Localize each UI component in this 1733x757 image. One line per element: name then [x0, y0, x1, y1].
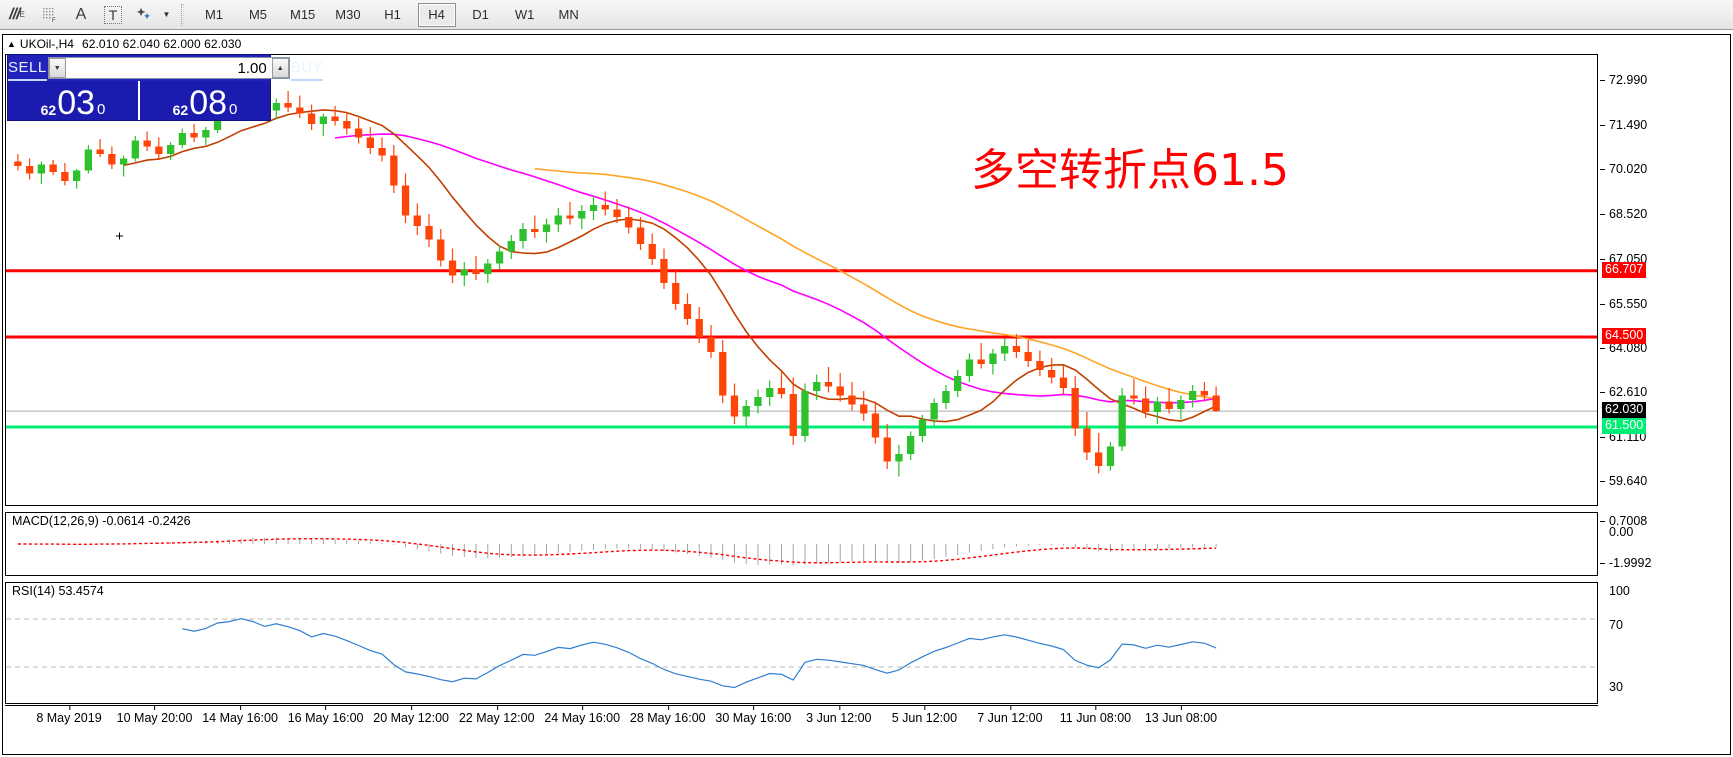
price-level-tag-green[interactable]: 61.500	[1602, 418, 1647, 434]
chart-bars-icon[interactable]: ///E	[9, 5, 25, 23]
rsi-tick: 70	[1609, 618, 1623, 632]
rsi-tick: 100	[1609, 584, 1630, 598]
oct-top-row: SELL ▼ ▲ BUY	[8, 55, 324, 81]
volume-stepper[interactable]: ▼ ▲	[47, 57, 290, 79]
price-tick: 70.020	[1600, 162, 1647, 176]
chart-annotation-text: 多空转折点61.5	[971, 145, 1289, 196]
timeframe-d1[interactable]: D1	[472, 7, 489, 22]
chart-dotted-icon[interactable]: F	[34, 2, 64, 28]
macd-chart-svg	[17, 537, 1217, 566]
time-axis-label: 14 May 16:00	[202, 705, 278, 725]
timeframe-m5[interactable]: M5	[248, 7, 268, 22]
rsi-title: RSI(14) 53.4574	[12, 584, 104, 598]
price-tick: 71.490	[1600, 118, 1647, 132]
text-label-icon[interactable]: A	[75, 5, 87, 23]
time-axis-label: 13 Jun 08:00	[1144, 705, 1218, 725]
price-tick: 68.520	[1600, 207, 1647, 221]
sell-price-button[interactable]: 62 03 0	[8, 81, 138, 120]
macd-tick: -1.9992	[1600, 556, 1651, 570]
time-axis-label: 3 Jun 12:00	[806, 705, 872, 725]
time-axis-label: 20 May 12:00	[373, 705, 450, 725]
timeframe-m1[interactable]: M1	[204, 7, 224, 22]
time-axis-label: 5 Jun 12:00	[891, 705, 958, 725]
rsi-pane[interactable]: RSI(14) 53.4574	[5, 582, 1598, 704]
macd-title: MACD(12,26,9) -0.0614 -0.2426	[12, 514, 191, 528]
price-scale[interactable]: 72.990 71.490 70.020 68.520 67.050 65.550 64.0…	[1600, 54, 1732, 506]
time-axis-label: 7 Jun 12:00	[977, 705, 1043, 725]
symbol-name: UKOil-,H4	[19, 36, 74, 51]
main-toolbar: ///E F A T	[0, 0, 1733, 30]
symbol-ohlc: 62.010 62.040 62.000 62.030	[81, 36, 242, 51]
volume-input[interactable]	[65, 58, 272, 78]
buy-price-button[interactable]: 62 08 0	[138, 81, 270, 120]
timeframe-m30[interactable]: M30	[335, 7, 361, 22]
macd-scale[interactable]: 0.7008 0.00 -1.9992	[1600, 512, 1732, 576]
price-chart-svg	[6, 83, 1597, 477]
price-tick: 62.610	[1600, 385, 1647, 399]
volume-increase-icon[interactable]: ▲	[271, 58, 289, 78]
rsi-scale[interactable]: 100 70 30	[1600, 582, 1732, 704]
buy-price-prefix: 62	[172, 102, 189, 118]
time-axis-label: 8 May 2019	[36, 705, 102, 725]
time-axis-label: 11 Jun 08:00	[1059, 705, 1132, 725]
timeframe-group: M1 M5 M15 M30 H1 H4 D1 W1 MN	[192, 2, 591, 27]
rsi-tick: 30	[1609, 680, 1623, 694]
timeframe-m15[interactable]: M15	[290, 7, 316, 22]
sell-price-fraction: 0	[97, 101, 106, 118]
buy-price-main: 08	[189, 84, 228, 122]
price-level-tag-black[interactable]: 62.030	[1602, 402, 1647, 419]
text-box-icon[interactable]: T	[98, 2, 128, 28]
macd-tick: 0.7008	[1600, 514, 1647, 528]
price-level-tag-red[interactable]: 66.707	[1602, 261, 1647, 278]
timeframe-h1[interactable]: H1	[384, 7, 401, 22]
macd-tick: 0.00	[1609, 525, 1634, 539]
price-tick: 72.990	[1600, 73, 1647, 87]
toolbar-separator	[181, 3, 184, 26]
time-axis-label: 10 May 20:00	[116, 705, 193, 725]
time-axis-label: 30 May 16:00	[715, 705, 792, 725]
price-level-tag-red[interactable]: 64.500	[1602, 328, 1647, 344]
one-click-trading-panel[interactable]: SELL ▼ ▲ BUY 62 03 0 62 08 0	[7, 54, 324, 121]
volume-decrease-icon[interactable]: ▼	[48, 58, 66, 78]
collapse-triangle-icon[interactable]: ▲	[7, 38, 16, 49]
timeframe-mn[interactable]: MN	[558, 7, 579, 22]
time-axis-label: 16 May 16:00	[287, 705, 364, 725]
time-axis-label: 22 May 12:00	[458, 705, 535, 725]
buy-label[interactable]: BUY	[290, 55, 324, 81]
sell-price-main: 03	[57, 84, 96, 122]
objects-icon[interactable]	[130, 2, 160, 28]
chart-area: ▲ UKOil-,H4 62.010 62.040 62.000 62.030 …	[2, 34, 1731, 755]
svg-text:F: F	[52, 18, 56, 23]
oct-price-row: 62 03 0 62 08 0	[8, 81, 270, 120]
timeframe-h4[interactable]: H4	[417, 2, 456, 27]
timeframe-w1[interactable]: W1	[514, 7, 535, 22]
sell-label[interactable]: SELL	[8, 55, 47, 81]
price-tick: 64.080	[1600, 341, 1647, 355]
buy-price-fraction: 0	[229, 101, 238, 118]
objects-dropdown-icon[interactable]: ▼	[162, 10, 171, 19]
price-tick: 59.640	[1600, 474, 1647, 488]
symbol-header: ▲ UKOil-,H4 62.010 62.040 62.000 62.030	[3, 35, 1730, 52]
price-tick: 65.550	[1600, 297, 1647, 311]
price-pane[interactable]	[5, 54, 1598, 506]
macd-pane[interactable]: MACD(12,26,9) -0.0614 -0.2426	[5, 512, 1598, 576]
time-axis-label: 24 May 16:00	[544, 705, 621, 725]
rsi-chart-svg	[6, 617, 1597, 689]
time-axis-label: 28 May 16:00	[629, 705, 706, 725]
sell-price-prefix: 62	[40, 102, 57, 118]
time-axis[interactable]: 8 May 2019 10 May 20:00 14 May 16:00 16 May…	[5, 705, 1598, 733]
